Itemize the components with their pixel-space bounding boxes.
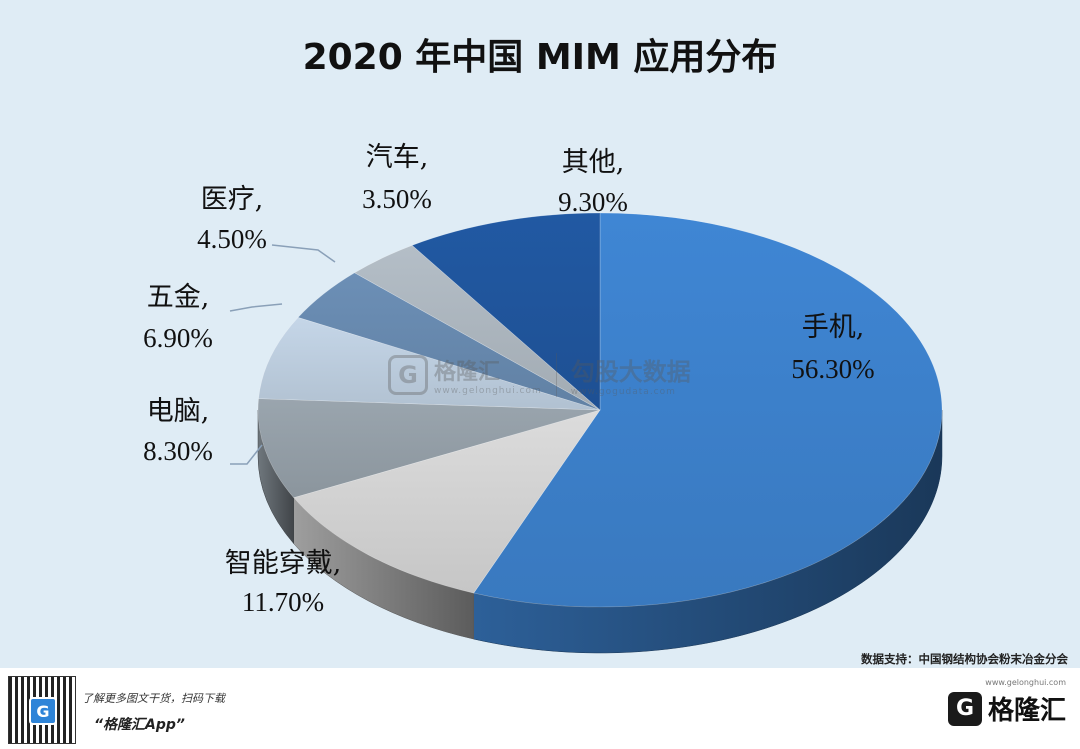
slice-label-2: 电脑, xyxy=(147,396,210,427)
pie-slice-3 xyxy=(258,317,601,411)
data-source-note: 数据支持：中国钢结构协会粉末冶金分会 xyxy=(861,652,1068,666)
slice-value-3: 6.90% xyxy=(143,323,213,353)
brand-url: www.gelonghui.com xyxy=(985,678,1066,687)
qr-logo-icon: G xyxy=(29,697,57,725)
watermark: G 格隆汇 www.gelonghui.com 勾股大数据 www.goguda… xyxy=(388,352,691,397)
brand-name: 格隆汇 xyxy=(987,696,1066,726)
pie-slice-2 xyxy=(257,398,601,498)
leader-line-2 xyxy=(230,444,263,465)
brand-logo: G 格隆汇 www.gelonghui.com xyxy=(947,678,1066,727)
pie-slice-1 xyxy=(293,409,601,594)
watermark-brand-url: www.gelonghui.com xyxy=(434,385,542,396)
slice-label-5: 汽车, xyxy=(366,142,429,173)
watermark-logo-icon: G xyxy=(388,354,428,395)
slice-value-4: 4.50% xyxy=(197,224,267,254)
chart-title: 2020 年中国 MIM 应用分布 xyxy=(302,37,778,78)
leader-line-4 xyxy=(271,244,336,263)
slice-value-0: 56.30% xyxy=(791,354,874,384)
slice-value-6: 9.30% xyxy=(558,187,628,217)
slice-label-1: 智能穿戴, xyxy=(225,548,342,579)
watermark-brand: 格隆汇 xyxy=(434,359,501,385)
slice-label-4: 医疗, xyxy=(201,184,264,215)
pie-slice-6 xyxy=(411,212,601,411)
pie-chart: 手机, 56.30% 智能穿戴, 11.70% 电脑, 8.30% 五金, 6.90% 医疗, 4… xyxy=(143,142,943,654)
brand-logo-icon: G xyxy=(947,691,982,726)
slice-value-1: 11.70% xyxy=(242,587,324,617)
pie-slice-5 xyxy=(354,245,601,411)
qr-code[interactable]: G xyxy=(8,676,76,744)
slice-label-3: 五金, xyxy=(147,282,210,313)
watermark-partner: 勾股大数据 xyxy=(570,358,691,386)
slice-label-6: 其他, xyxy=(562,147,625,178)
watermark-partner-url: www.gogudata.com xyxy=(570,387,676,397)
promo-app-name: “格隆汇App” xyxy=(94,717,185,733)
footer-banner: G 了解更多图文干货，扫码下载 “格隆汇App” G 格隆汇 www.gelon… xyxy=(0,668,1080,749)
pie-slice-4 xyxy=(297,272,601,411)
pie-slice-0 xyxy=(473,212,943,608)
chart-area: 2020 年中国 MIM 应用分布 手机, 56.30% 智能穿戴, 11.70% 电脑… xyxy=(143,37,1068,666)
leader-line-3 xyxy=(229,303,283,312)
promo-text: 了解更多图文干货，扫码下载 xyxy=(82,692,225,705)
slice-value-2: 8.30% xyxy=(143,436,213,466)
slice-label-0: 手机, xyxy=(802,312,865,343)
watermark-divider xyxy=(555,352,557,397)
slice-value-5: 3.50% xyxy=(362,184,432,214)
